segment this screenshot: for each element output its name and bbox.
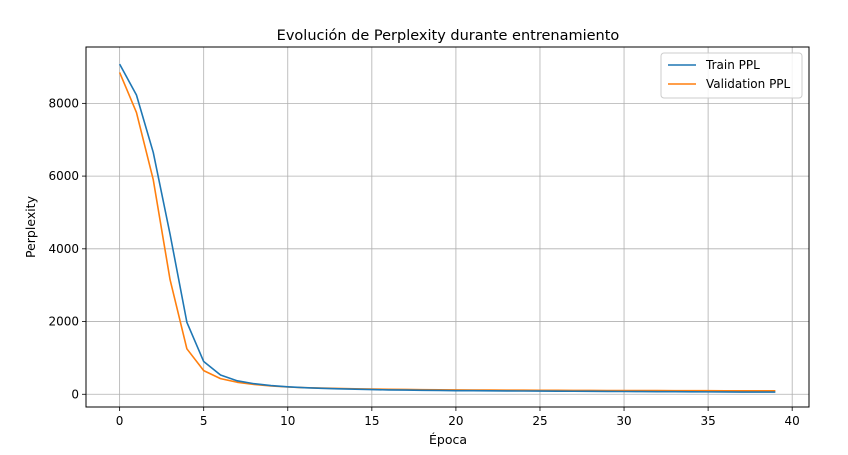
x-tick-label: 5 [200,414,208,428]
legend-box [660,52,803,99]
chart-title: Evolución de Perplexity durante entrenam… [277,28,620,44]
y-axis-title: Perplexity [23,195,38,258]
legend: Train PPL Validation PPL [660,52,803,99]
y-tick-label: 0 [71,387,79,401]
series-line-train-ppl [118,63,776,393]
x-tick-label: 35 [700,414,715,428]
x-tick-label: 10 [280,414,295,428]
x-tick-label: 20 [448,414,463,428]
legend-label-validation: Validation PPL [706,77,791,91]
x-tick-label: 15 [364,414,379,428]
x-tick-label: 25 [532,414,547,428]
y-tick-label: 6000 [48,169,79,183]
tick-layer: 0 5 10 15 20 25 30 35 40 0 2000 4000 6000 8000 [48,96,799,428]
y-tick-label: 4000 [48,242,79,256]
x-tick-label: 0 [116,414,124,428]
legend-label-train: Train PPL [705,58,760,72]
x-axis-title: Época [429,432,467,447]
x-tick-label: 40 [785,414,800,428]
plot-frame [85,46,810,408]
grid-layer [86,47,809,407]
series-line-validation-ppl [118,72,776,392]
x-tick-label: 30 [616,414,631,428]
y-tick-label: 8000 [48,96,79,110]
y-tick-label: 2000 [48,315,79,329]
series-layer [118,63,776,393]
